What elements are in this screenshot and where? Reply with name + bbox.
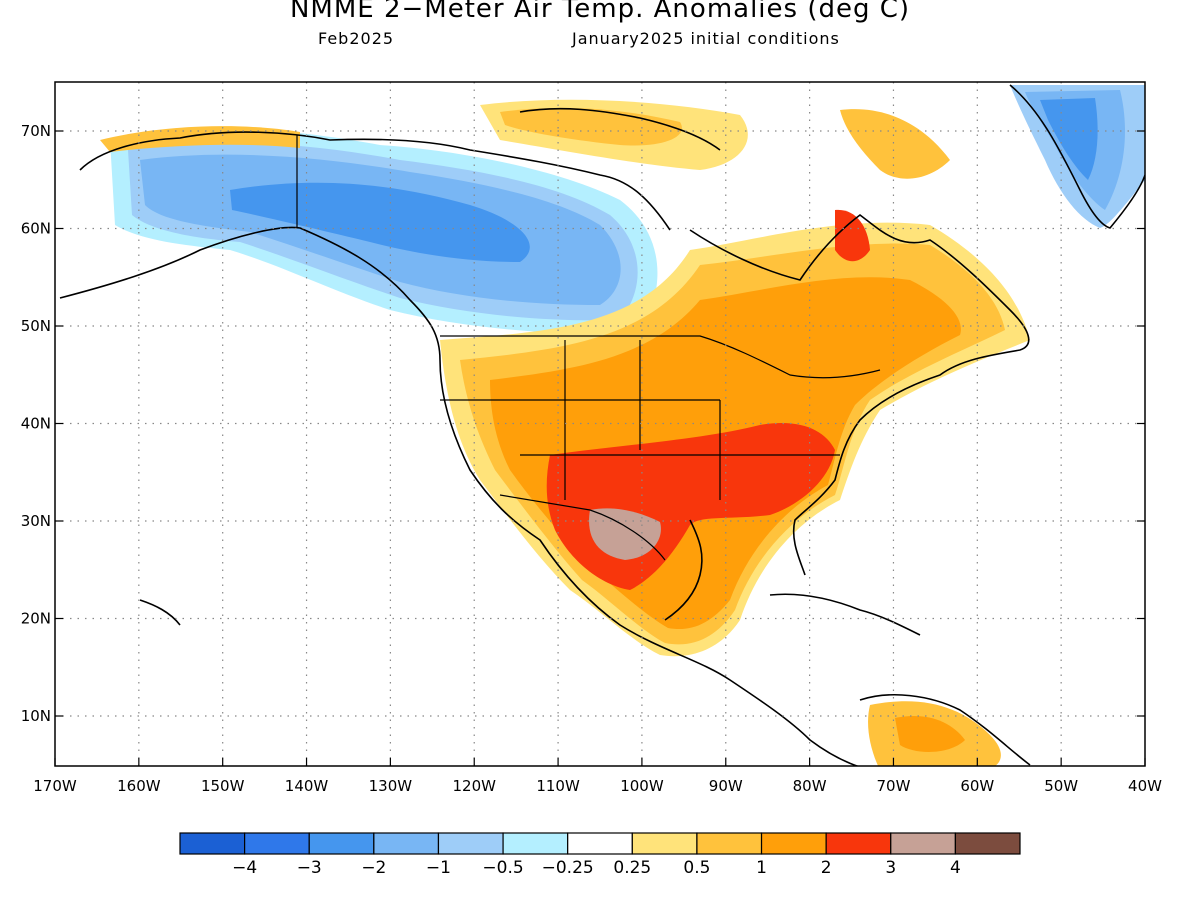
lat-label: 30N xyxy=(21,512,51,530)
legend-label: 0.25 xyxy=(613,858,651,878)
legend-label: −1 xyxy=(426,858,451,878)
legend-label: −0.25 xyxy=(542,858,594,878)
legend-label: 0.5 xyxy=(683,858,710,878)
color-legend: −4 −3 −2 −1 −0.5 −0.25 0.25 0.5 1 2 3 4 xyxy=(179,832,1021,878)
south-america-warm-core xyxy=(895,716,965,752)
legend-swatch xyxy=(631,832,698,855)
longitude-labels: 170W 160W 150W 140W 130W 120W 110W 100W 90W 80W 70… xyxy=(33,777,1162,795)
lon-label: 100W xyxy=(620,777,664,795)
legend-swatch xyxy=(825,832,892,855)
legend-label: 4 xyxy=(950,858,961,878)
lon-label: 80W xyxy=(793,777,827,795)
labrador-hot xyxy=(835,209,870,262)
legend-swatch xyxy=(696,832,763,855)
lon-label: 130W xyxy=(369,777,413,795)
lat-label: 60N xyxy=(21,220,51,238)
legend-swatch xyxy=(567,832,633,855)
legend-swatch xyxy=(437,832,504,855)
lon-label: 90W xyxy=(709,777,743,795)
greenland-cold-deep xyxy=(1040,98,1098,180)
legend-swatch xyxy=(890,832,956,855)
lon-label: 70W xyxy=(877,777,911,795)
plot-frame xyxy=(54,81,1146,767)
legend-label: −0.5 xyxy=(482,858,523,878)
legend-label: 3 xyxy=(885,858,896,878)
lat-label: 10N xyxy=(21,707,51,725)
legend-swatch xyxy=(954,832,1021,855)
lat-label: 70N xyxy=(21,122,51,140)
legend-swatch xyxy=(179,832,246,855)
lat-label: 20N xyxy=(21,610,51,628)
lon-label: 160W xyxy=(117,777,161,795)
map-title: NMME 2−Meter Air Temp. Anomalies (deg C) xyxy=(289,0,911,24)
latitude-labels: 70N 60N 50N 40N 30N 20N 10N xyxy=(21,122,51,725)
legend-swatch xyxy=(502,832,569,855)
legend-label: −3 xyxy=(297,858,322,878)
lon-label: 50W xyxy=(1044,777,1078,795)
init-conditions-label: January2025 initial conditions xyxy=(572,29,840,48)
cold-region-deep xyxy=(230,182,530,262)
legend-label: −2 xyxy=(361,858,386,878)
arctic-warm-4 xyxy=(840,109,950,179)
anomaly-fields xyxy=(59,84,1145,766)
coastlines xyxy=(59,84,1145,766)
legend-label: −4 xyxy=(232,858,257,878)
legend-swatch xyxy=(373,832,440,855)
legend-label: 2 xyxy=(821,858,832,878)
legend-label: 1 xyxy=(756,858,767,878)
lon-label: 110W xyxy=(536,777,580,795)
legend-swatch xyxy=(244,832,310,855)
lat-label: 50N xyxy=(21,317,51,335)
valid-month-label: Feb2025 xyxy=(318,29,395,48)
lon-label: 150W xyxy=(201,777,245,795)
lon-label: 60W xyxy=(960,777,994,795)
lon-label: 140W xyxy=(285,777,329,795)
lon-label: 40W xyxy=(1128,777,1162,795)
lon-label: 120W xyxy=(452,777,496,795)
legend-swatch xyxy=(308,832,375,855)
graticule xyxy=(54,82,1146,766)
lon-label: 170W xyxy=(33,777,77,795)
borders xyxy=(296,135,881,561)
lat-label: 40N xyxy=(21,415,51,433)
mexico-extreme xyxy=(589,508,661,560)
legend-swatch xyxy=(760,832,827,855)
